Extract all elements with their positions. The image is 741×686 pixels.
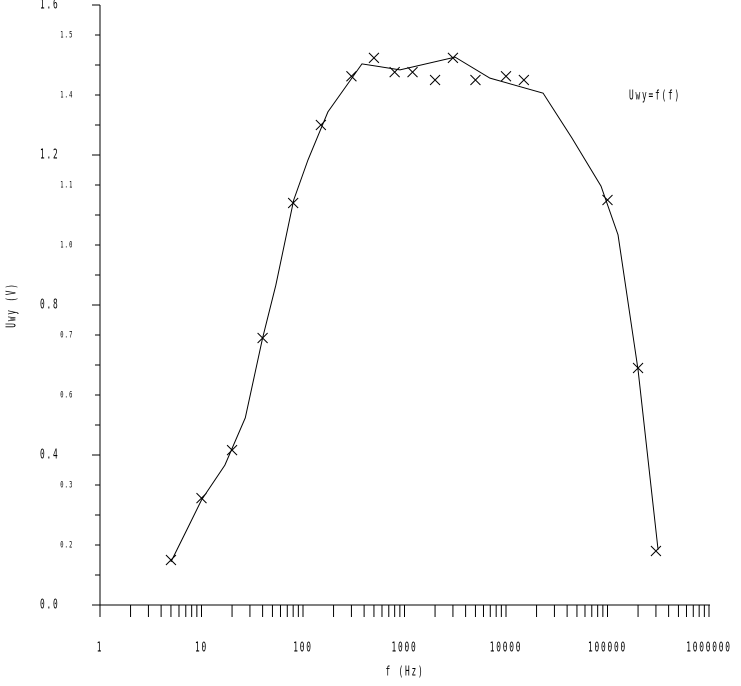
marker — [315, 119, 327, 131]
y-tick-label: 0.8 — [40, 297, 59, 313]
marker — [389, 66, 401, 78]
y-tick-label: 0.0 — [40, 597, 59, 613]
marker — [500, 70, 512, 82]
y-minor-tick-label: 0.6 — [60, 389, 73, 400]
x-tick-label: 1 — [97, 640, 104, 656]
marker — [257, 332, 268, 344]
y-axis-label: Uwy (V) — [4, 282, 20, 327]
x-tick-label: 1000 — [392, 640, 418, 656]
x-tick-label: 10000 — [490, 640, 522, 656]
marker — [632, 362, 644, 374]
marker — [602, 194, 613, 206]
marker — [368, 52, 380, 64]
y-minor-tick-label: 1.5 — [60, 29, 73, 40]
y-minor-tick-label: 0.2 — [60, 539, 73, 550]
y-tick-label: 1.2 — [40, 147, 59, 163]
marker — [470, 74, 481, 86]
marker — [287, 197, 299, 209]
marker — [196, 492, 207, 504]
y-minor-tick-label: 1.0 — [60, 239, 73, 250]
y-minor-tick-label: 1.4 — [60, 89, 73, 100]
annotation: Uwy=f(f) — [629, 88, 681, 104]
marker — [407, 66, 418, 78]
marker — [429, 74, 441, 86]
y-minor-tick-label: 1.1 — [60, 179, 73, 190]
x-tick-label: 100 — [293, 640, 312, 656]
y-minor-tick-label: 0.7 — [60, 329, 73, 340]
x-tick-label: 1000000 — [686, 640, 731, 656]
y-minor-tick-label: 0.3 — [60, 479, 73, 490]
marker — [226, 444, 238, 456]
y-tick-label: 0.4 — [40, 447, 59, 463]
y-tick-label: 1.6 — [40, 0, 59, 12]
x-tick-label: 10 — [195, 640, 208, 656]
marker — [518, 74, 530, 86]
marker — [447, 52, 459, 64]
marker — [650, 545, 662, 557]
x-tick-label: 100000 — [588, 640, 627, 656]
marker — [346, 70, 357, 82]
marker — [165, 554, 177, 566]
fit-line — [170, 56, 659, 563]
x-axis-label: f (Hz) — [386, 664, 425, 680]
